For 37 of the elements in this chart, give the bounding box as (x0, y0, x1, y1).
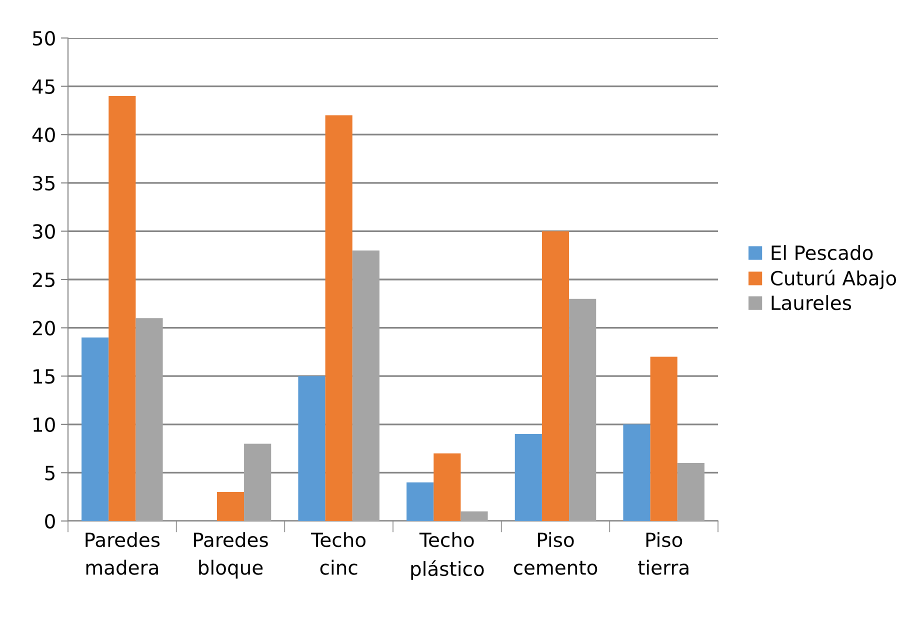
y-tick-label: 10 (34, 417, 55, 432)
bar (216, 492, 244, 521)
bar (136, 318, 163, 521)
bar (244, 444, 272, 521)
y-tick-label: 25 (32, 272, 54, 288)
bar (434, 453, 461, 521)
legend-label: Laureles (772, 295, 852, 310)
bar (108, 96, 136, 521)
x-tick-label: Paredes madera (86, 532, 160, 575)
bar (82, 337, 109, 521)
bar (514, 434, 542, 521)
x-tick-label: Piso tierra (638, 532, 688, 575)
x-tick-label: Techo plástico (411, 532, 484, 580)
y-tick-label: 5 (45, 466, 54, 480)
legend-label: Cuturú Abajo (770, 270, 896, 290)
legend-label: El Pescado (772, 245, 873, 260)
x-tick-label: Techo cinc (311, 532, 366, 575)
y-tick-label: 15 (34, 369, 54, 384)
y-tick-label: 40 (32, 128, 55, 142)
bar (460, 511, 488, 521)
y-tick-label: 45 (32, 80, 54, 94)
y-tick-label: 50 (32, 30, 55, 46)
y-tick-label: 30 (32, 224, 55, 239)
bar (623, 424, 650, 521)
y-tick-label: 20 (32, 320, 55, 336)
y-tick-label: 35 (32, 176, 54, 191)
bar (325, 115, 352, 521)
x-tick-label: Piso cemento (514, 532, 598, 575)
bar (677, 463, 704, 521)
bar (352, 250, 380, 521)
x-tick-label: Paredes bloque (194, 532, 268, 579)
bar (569, 298, 596, 521)
y-tick-label: 0 (45, 514, 55, 529)
bar (298, 376, 326, 521)
bar (542, 231, 570, 521)
bar (406, 482, 434, 521)
bar (650, 356, 678, 521)
